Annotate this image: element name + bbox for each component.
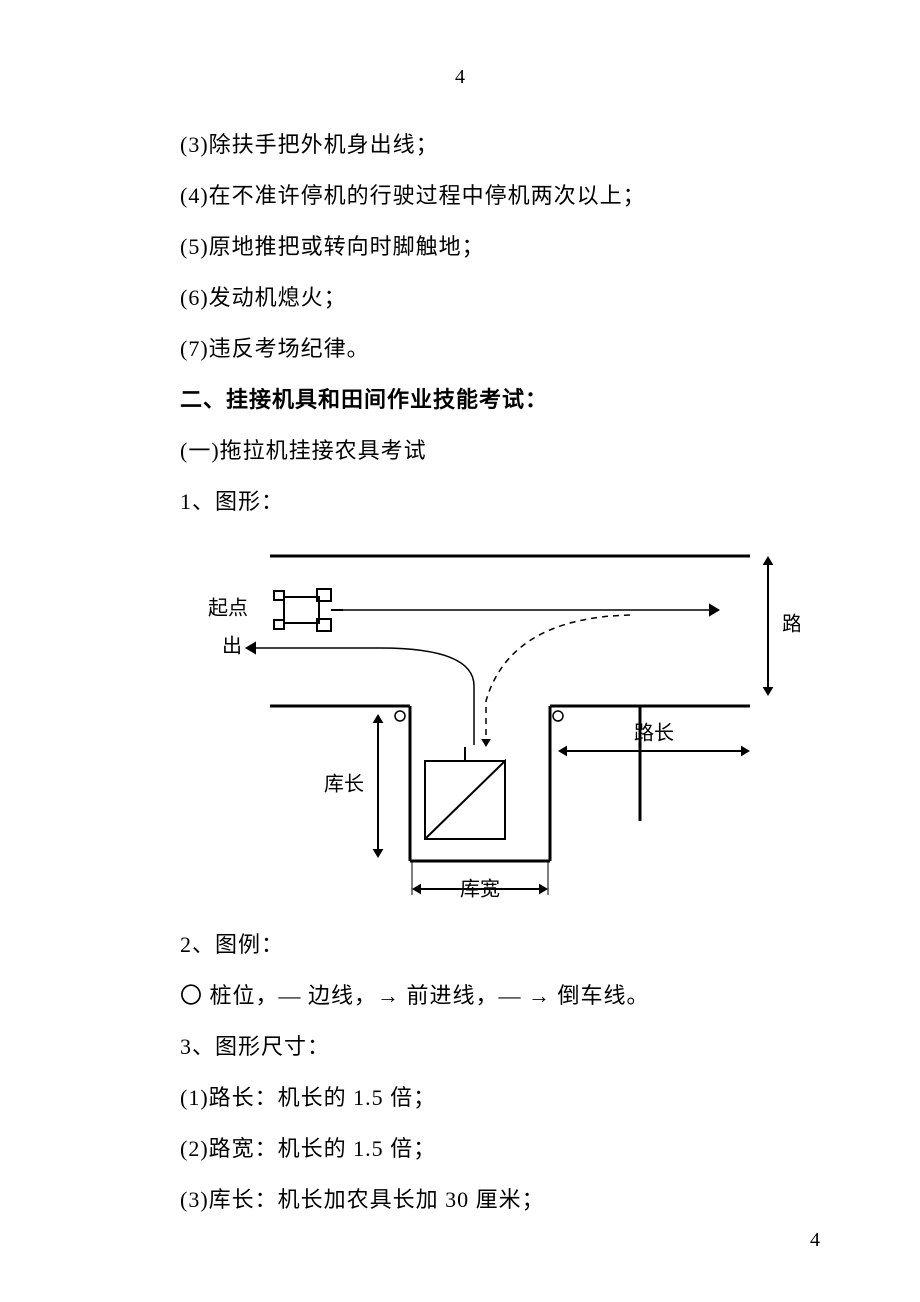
dim-3: (3)库长：机长加农具长加 30 厘米； <box>180 1183 760 1216</box>
paragraph-5: (5)原地推把或转向时脚触地； <box>180 230 760 263</box>
diagram-svg: 起点出 路宽路长库长库宽 <box>180 536 800 916</box>
subsection-1: (一)拖拉机挂接农具考试 <box>180 434 760 467</box>
svg-text:库宽: 库宽 <box>460 878 500 901</box>
section-heading-2: 二、挂接机具和田间作业技能考试： <box>180 383 760 416</box>
page-number-top: 4 <box>455 66 465 89</box>
paragraph-6: (6)发动机熄火； <box>180 281 760 314</box>
paragraph-7: (7)违反考场纪律。 <box>180 332 760 365</box>
paragraph-3: (3)除扶手把外机身出线； <box>180 128 760 161</box>
dim-2: (2)路宽：机长的 1.5 倍； <box>180 1132 760 1165</box>
item-2-heading: 2、图例： <box>180 928 760 961</box>
item-1-heading: 1、图形： <box>180 485 760 518</box>
svg-text:路长: 路长 <box>634 722 674 745</box>
svg-text:出: 出 <box>222 635 242 658</box>
page-number-bottom: 4 <box>810 1229 820 1252</box>
dim-1: (1)路长：机长的 1.5 倍； <box>180 1081 760 1114</box>
legend-text: 〇 桩位，— 边线，→ 前进线，— → 倒车线。 <box>180 979 760 1012</box>
document-content: (3)除扶手把外机身出线； (4)在不准许停机的行驶过程中停机两次以上； (5)… <box>180 128 760 1234</box>
svg-text:路宽: 路宽 <box>782 613 800 636</box>
svg-text:库长: 库长 <box>324 773 364 796</box>
item-3-heading: 3、图形尺寸： <box>180 1030 760 1063</box>
paragraph-4: (4)在不准许停机的行驶过程中停机两次以上； <box>180 179 760 212</box>
diagram-figure: 起点出 路宽路长库长库宽 <box>180 536 800 916</box>
svg-text:起点: 起点 <box>208 597 248 620</box>
